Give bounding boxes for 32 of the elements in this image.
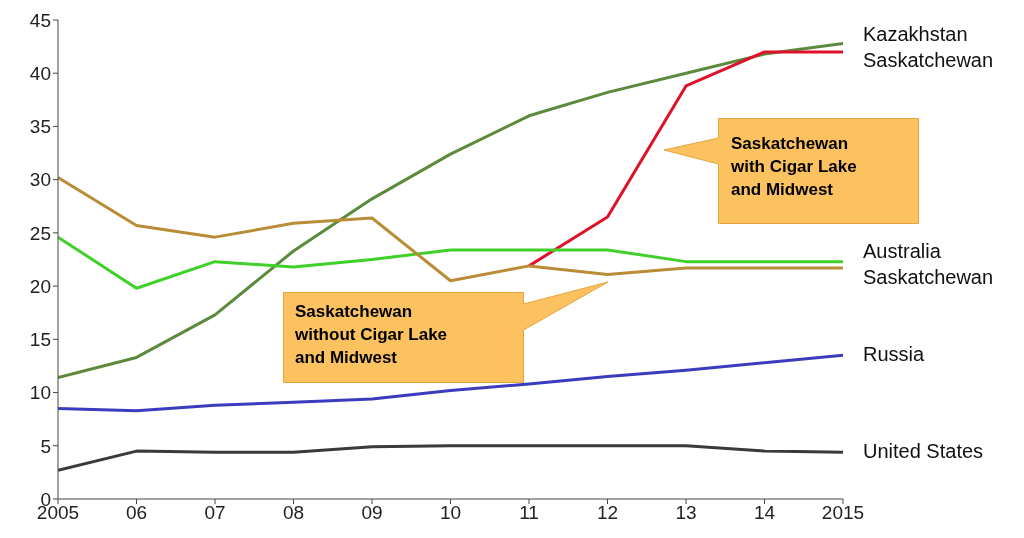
series-label: Australia <box>863 239 941 263</box>
y-tick-label: 5 <box>40 435 51 457</box>
x-tick-label: 12 <box>596 502 619 524</box>
x-tick-label: 2015 <box>821 502 865 524</box>
series-label: United States <box>863 440 984 464</box>
line-series <box>58 235 843 290</box>
x-tick-label: 14 <box>753 502 776 524</box>
y-tick-label: 35 <box>29 116 51 138</box>
annotation: Saskatchewan with Cigar Lake and Midwest <box>731 133 858 201</box>
y-tick-label: 25 <box>29 222 51 244</box>
y-tick-label: 20 <box>29 275 51 297</box>
x-tick-label: 11 <box>519 502 539 524</box>
series-label: Russia <box>863 343 925 367</box>
callout-box: Saskatchewan without Cigar Lake and Midwest <box>283 280 609 383</box>
y-tick-label: 10 <box>29 382 51 404</box>
y-tick-label: 15 <box>29 329 51 351</box>
annotation: Saskatchewan without Cigar Lake and Midwest <box>295 301 449 369</box>
series-label: Saskatchewan <box>863 265 994 289</box>
x-tick-label: 06 <box>125 502 148 524</box>
callout-box: Saskatchewan with Cigar Lake and Midwest <box>663 118 919 224</box>
series-label: Saskatchewan <box>863 48 994 72</box>
y-tick-label: 30 <box>29 169 51 191</box>
x-tick-label: 13 <box>675 502 697 524</box>
series-label: Kazakhstan <box>863 22 968 46</box>
line-series <box>58 176 843 283</box>
x-tick-label: 09 <box>361 502 383 524</box>
x-tick-label: 08 <box>282 502 305 524</box>
x-tick-label: 10 <box>439 502 462 524</box>
x-tick-label: 07 <box>204 502 226 524</box>
y-tick-label: 40 <box>29 62 51 84</box>
line-series <box>58 353 843 413</box>
y-tick-label: 45 <box>29 9 51 31</box>
